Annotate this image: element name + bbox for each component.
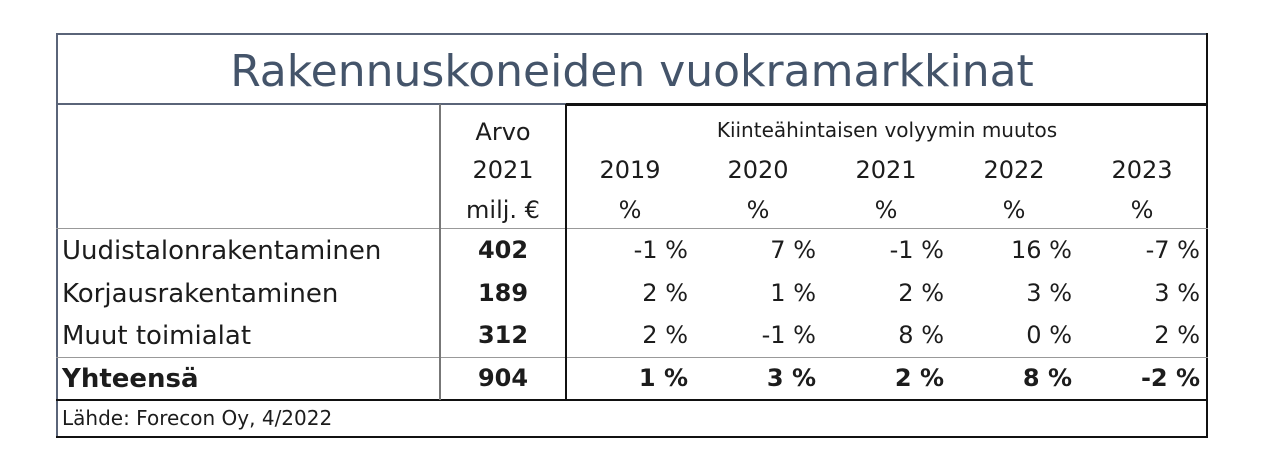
row-change: 2 % [1154, 321, 1200, 349]
year-header: 2020 [727, 156, 789, 184]
value-header: Arvo [475, 118, 531, 146]
footer-rule [56, 399, 1208, 401]
row-change: 2 % [642, 321, 688, 349]
row-change: -2 % [1140, 364, 1200, 392]
frame-bottom [56, 436, 1208, 438]
row-label: Uudistalonrakentaminen [62, 236, 382, 266]
row-value: 904 [477, 364, 529, 392]
source: Lähde: Forecon Oy, 4/2022 [62, 406, 333, 430]
row-change: -1 % [761, 321, 816, 349]
unit-header: % [746, 196, 770, 224]
row-change: 16 % [1011, 236, 1072, 264]
unit-header: % [1002, 196, 1026, 224]
col-rule [439, 104, 441, 400]
change-header: Kiinteähintaisen volyymin muutos [716, 118, 1058, 142]
row-change: 3 % [1026, 279, 1072, 307]
row-change: 2 % [898, 279, 944, 307]
frame-right [1206, 33, 1208, 438]
row-change: 1 % [770, 279, 816, 307]
row-change: 0 % [1026, 321, 1072, 349]
row-change: -1 % [633, 236, 688, 264]
total-rule [56, 357, 1208, 358]
title: Rakennuskoneiden vuokramarkkinat [230, 46, 1034, 97]
row-change: -1 % [889, 236, 944, 264]
unit-header: % [874, 196, 898, 224]
row-change: 8 % [898, 321, 944, 349]
year-header: 2022 [983, 156, 1045, 184]
row-change: 2 % [642, 279, 688, 307]
row-label: Muut toimialat [62, 321, 252, 351]
row-change: 2 % [894, 364, 944, 392]
year-header: 2019 [599, 156, 661, 184]
row-value: 189 [477, 279, 529, 307]
row-value: 402 [477, 236, 529, 264]
header-rule [56, 228, 1208, 229]
frame-left [56, 33, 58, 438]
row-label: Yhteensä [62, 364, 199, 394]
row-change: -7 % [1145, 236, 1200, 264]
year-header: 2021 [855, 156, 917, 184]
row-change: 7 % [770, 236, 816, 264]
unit-header: % [1130, 196, 1154, 224]
year-header: 2023 [1111, 156, 1173, 184]
row-change: 3 % [1154, 279, 1200, 307]
col-rule [565, 104, 567, 400]
unit-header: % [618, 196, 642, 224]
row-value: 312 [477, 321, 529, 349]
row-change: 3 % [766, 364, 816, 392]
value-header: milj. € [466, 196, 540, 224]
change-rule [566, 103, 1208, 106]
row-change: 8 % [1022, 364, 1072, 392]
row-label: Korjausrakentaminen [62, 279, 339, 309]
row-change: 1 % [638, 364, 688, 392]
frame-top [56, 33, 1208, 35]
value-header: 2021 [472, 156, 534, 184]
